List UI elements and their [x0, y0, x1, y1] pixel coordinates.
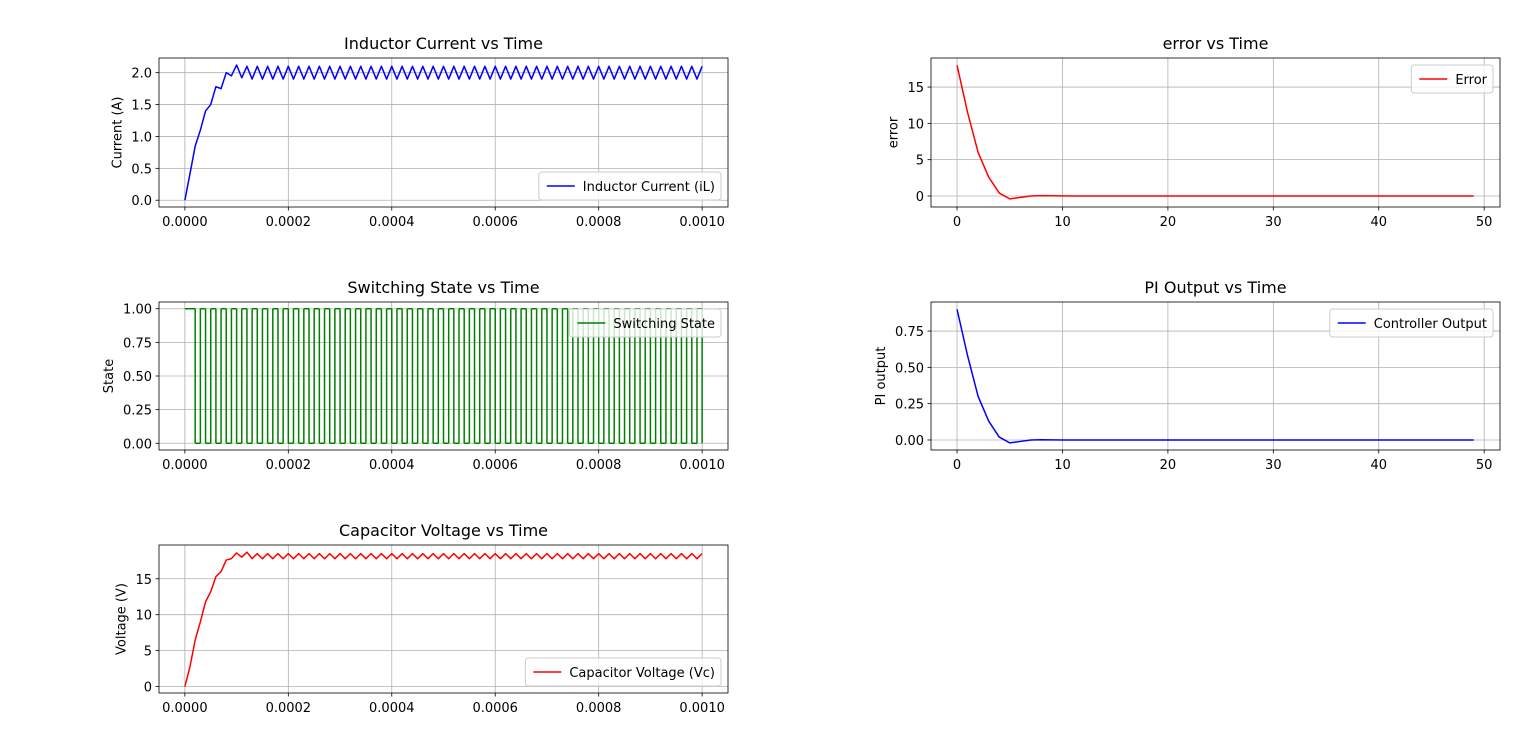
- y-tick-label: 0.00: [123, 437, 152, 452]
- y-tick-label: 0: [144, 681, 152, 696]
- x-tick-label: 0.0002: [266, 215, 312, 230]
- x-tick-label: 0.0008: [576, 701, 622, 716]
- legend-label: Controller Output: [1374, 317, 1487, 332]
- axes-frame: [158, 57, 729, 208]
- x-tick-label: 50: [1476, 458, 1493, 473]
- subplot: 0.0000 0.0002 0.0004 0.0006 0.0008 0.0010 0.0 0…: [110, 34, 729, 230]
- x-tick-label: 0.0008: [576, 215, 622, 230]
- y-tick-label: 0.25: [895, 398, 924, 413]
- x-tick-label: 50: [1476, 215, 1493, 230]
- y-tick-label: 10: [135, 609, 152, 624]
- y-tick-label: 15: [907, 81, 924, 96]
- subplot: 0 10 20 30 40 50 0.00 0.25 0.50 0.75 PI Output vs …: [874, 278, 1501, 473]
- y-tick-label: 5: [144, 645, 152, 660]
- y-tick-label: 0.50: [123, 370, 152, 385]
- y-axis-label: PI output: [874, 347, 889, 406]
- x-tick-label: 0.0002: [266, 458, 312, 473]
- x-tick-label: 0.0010: [679, 215, 725, 230]
- x-tick-label: 0.0006: [472, 701, 518, 716]
- y-tick-label: 0.5: [131, 162, 152, 177]
- x-tick-label: 40: [1370, 215, 1387, 230]
- y-tick-label: 1.5: [131, 99, 152, 114]
- series-line: [956, 309, 1474, 444]
- y-tick-label: 1.0: [131, 130, 152, 145]
- x-tick-label: 0.0000: [162, 701, 208, 716]
- x-tick-label: 10: [1054, 215, 1071, 230]
- y-axis-label: Current (A): [110, 97, 125, 169]
- axes-frame: [158, 301, 729, 451]
- subplot: 0 10 20 30 40 50 0 5 10 15 error vs Time error Error: [886, 34, 1501, 230]
- legend-label: Inductor Current (iL): [583, 180, 715, 195]
- y-tick-label: 0.00: [895, 434, 924, 449]
- y-tick-label: 0.0: [131, 194, 152, 209]
- legend: Capacitor Voltage (Vc): [524, 657, 722, 687]
- x-tick-label: 0.0008: [576, 458, 622, 473]
- y-tick-label: 0.50: [895, 361, 924, 376]
- y-axis-label: State: [102, 359, 117, 393]
- chart-title: PI Output vs Time: [1144, 278, 1286, 297]
- x-tick-label: 0.0000: [162, 458, 208, 473]
- chart-title: error vs Time: [1163, 34, 1269, 53]
- subplot: 0.0000 0.0002 0.0004 0.0006 0.0008 0.0010 0 5 10…: [114, 521, 729, 716]
- series-group: [184, 64, 703, 201]
- axes-frame: [930, 57, 1501, 208]
- y-tick-label: 10: [907, 117, 924, 132]
- y-axis-label: error: [886, 116, 901, 148]
- axes-frame: [930, 301, 1501, 451]
- legend: Switching State: [568, 308, 722, 338]
- legend-label: Switching State: [613, 317, 715, 332]
- x-tick-label: 0.0000: [162, 215, 208, 230]
- chart-title: Capacitor Voltage vs Time: [339, 521, 548, 540]
- legend-box: [1329, 308, 1494, 338]
- x-tick-label: 0.0002: [266, 701, 312, 716]
- series-line: [184, 551, 703, 687]
- series-line: [956, 65, 1474, 200]
- x-tick-label: 0.0004: [369, 701, 415, 716]
- y-tick-label: 0.25: [123, 404, 152, 419]
- y-tick-label: 2.0: [131, 67, 152, 82]
- y-tick-label: 0: [916, 190, 924, 205]
- legend-box: [568, 308, 722, 338]
- legend: Controller Output: [1329, 308, 1494, 338]
- x-tick-label: 0: [953, 458, 961, 473]
- x-tick-label: 0.0006: [472, 215, 518, 230]
- y-tick-label: 5: [916, 154, 924, 169]
- x-tick-label: 0.0010: [679, 458, 725, 473]
- x-tick-label: 0.0010: [679, 701, 725, 716]
- y-tick-label: 0.75: [895, 325, 924, 340]
- series-group: [184, 551, 703, 687]
- subplot: 0.0000 0.0002 0.0004 0.0006 0.0008 0.0010 0.00…: [102, 278, 729, 473]
- chart-title: Switching State vs Time: [347, 278, 539, 297]
- x-tick-label: 0.0004: [369, 458, 415, 473]
- x-tick-label: 0.0006: [472, 458, 518, 473]
- series-group: [956, 65, 1474, 200]
- axes-frame: [158, 544, 729, 694]
- chart-title: Inductor Current vs Time: [344, 34, 543, 53]
- legend-box: [538, 171, 722, 201]
- y-axis-label: Voltage (V): [114, 583, 129, 655]
- x-tick-label: 40: [1370, 458, 1387, 473]
- x-tick-label: 10: [1054, 458, 1071, 473]
- series-line: [184, 64, 703, 201]
- plot-area: [931, 58, 1500, 207]
- legend-label: Error: [1455, 73, 1487, 88]
- legend-label: Capacitor Voltage (Vc): [569, 666, 715, 681]
- x-tick-label: 30: [1265, 215, 1282, 230]
- y-tick-label: 15: [135, 573, 152, 588]
- legend-box: [524, 657, 722, 687]
- y-tick-label: 1.00: [123, 303, 152, 318]
- series-group: [956, 309, 1474, 444]
- legend: Inductor Current (iL): [538, 171, 722, 201]
- x-tick-label: 30: [1265, 458, 1282, 473]
- y-tick-label: 0.75: [123, 336, 152, 351]
- x-tick-label: 0.0004: [369, 215, 415, 230]
- x-tick-label: 20: [1160, 215, 1177, 230]
- legend-box: [1410, 64, 1494, 94]
- x-tick-label: 0: [953, 215, 961, 230]
- x-tick-label: 20: [1160, 458, 1177, 473]
- legend: Error: [1410, 64, 1494, 94]
- step-riser: [194, 308, 703, 444]
